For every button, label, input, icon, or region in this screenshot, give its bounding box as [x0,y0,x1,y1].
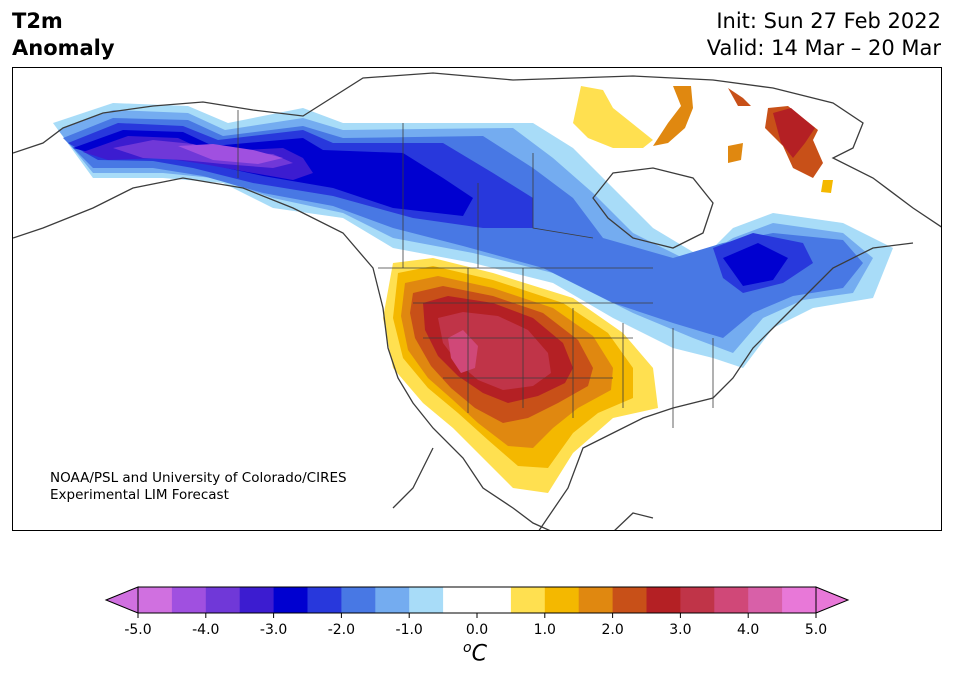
colorbar-cell [138,587,173,613]
cold-anomaly-west [53,103,893,368]
colorbar-cell [477,587,512,613]
coastlines [13,72,941,530]
colorbar-cell [239,587,275,613]
unit-degree: o [463,640,472,656]
colorbar-cell [510,587,546,613]
colorbar-cell [273,587,308,613]
map-panel: NOAA/PSL and University of Colorado/CIRE… [12,67,942,531]
colorbar-cell [171,587,207,613]
colorbar-cell [443,587,478,613]
colorbar-tick-label: 5.0 [804,622,828,638]
colorbar-cell [782,587,817,613]
colorbar-tick-label: 1.0 [533,622,556,638]
colorbar-cell [205,587,241,613]
colorbar-tick-label: -4.0 [192,622,220,638]
colorbar-ticks [137,613,817,618]
state-borders [237,110,714,428]
title-line-1: T2m [12,9,63,33]
colorbar-under-arrow [104,586,139,614]
colorbar-tick-label: -2.0 [327,622,356,638]
colorbar-cell [375,587,410,613]
warm-anomaly-northeast [573,86,833,193]
colorbar-tick-label: 2.0 [601,622,624,638]
colorbar-cell [680,587,715,613]
colorbar-cell [748,587,783,613]
title-line-2: Anomaly [12,36,115,60]
colorbar-cell [646,587,681,613]
init-date: Init: Sun 27 Feb 2022 [716,9,941,33]
colorbar-over-arrow [815,586,850,614]
anomaly-map [13,72,941,530]
colorbar-cell [409,587,444,613]
colorbar-unit: oC [463,640,487,667]
colorbar-frame [137,586,817,614]
credit-line-2: Experimental LIM Forecast [50,487,229,503]
forecast-credit: NOAA/PSL and University of Colorado/CIRE… [50,470,347,504]
forecast-dates: Init: Sun 27 Feb 2022 Valid: 14 Mar – 20… [707,8,941,62]
colorbar-cell [307,587,342,613]
map-title: T2m Anomaly [12,8,115,62]
colorbar-tick-label: -1.0 [395,622,423,638]
colorbar-cell [714,587,749,613]
colorbar-tick-label: -3.0 [259,622,288,638]
colorbar-cell [341,587,376,613]
colorbar-tick-label: 0.0 [465,622,489,638]
colorbar-tick-label: 3.0 [669,622,692,638]
colorbar-cell [612,587,647,613]
colorbar-tick-label: 4.0 [737,622,760,638]
valid-date: Valid: 14 Mar – 20 Mar [706,36,941,60]
credit-line-1: NOAA/PSL and University of Colorado/CIRE… [50,470,347,486]
colorbar-tick-label: -5.0 [124,622,152,638]
colorbar-cell [544,587,580,613]
colorbar-cells [138,587,817,613]
colorbar-cell [578,587,614,613]
